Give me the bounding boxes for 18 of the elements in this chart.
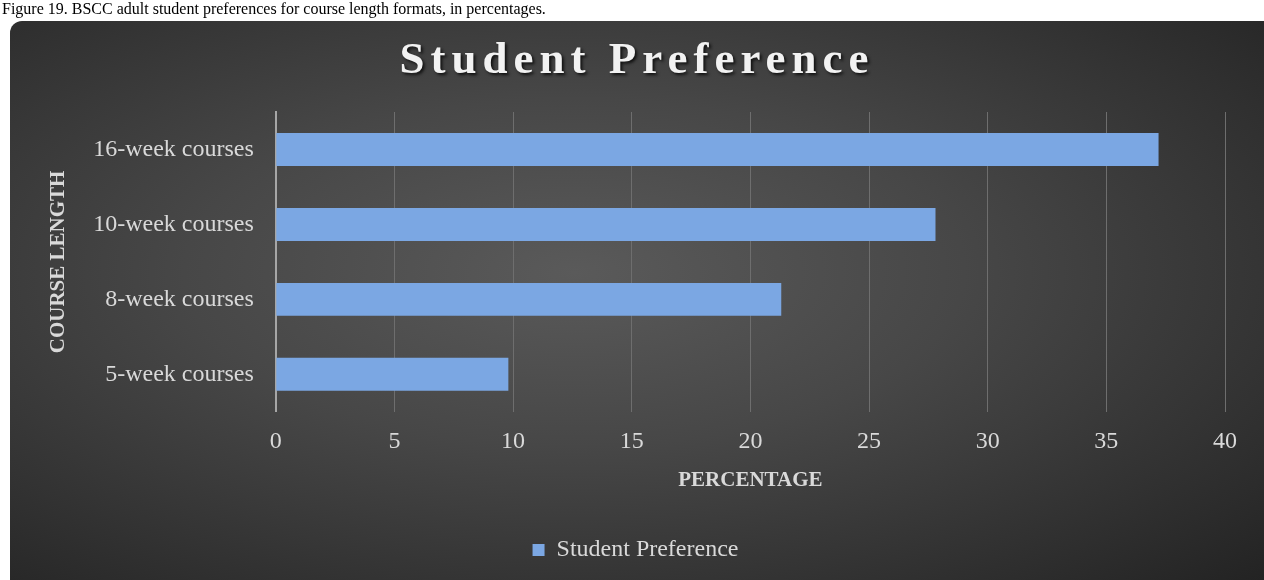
x-tick-label: 40 (1213, 427, 1237, 454)
x-tick-label: 25 (857, 427, 882, 454)
x-tick-label: 35 (1094, 427, 1119, 454)
y-tick-label: 16-week courses (93, 134, 254, 161)
legend-label: Student Preference (556, 535, 739, 562)
x-tick-label: 10 (501, 427, 526, 454)
y-tick-label: 10-week courses (93, 209, 254, 236)
x-tick-label: 5 (388, 427, 401, 454)
chart-title: Student Preference (399, 33, 875, 83)
y-tick-label: 8-week courses (105, 284, 254, 311)
x-tick-label: 0 (269, 427, 282, 454)
y-tick-label: 5-week courses (105, 359, 254, 386)
x-tick-label: 15 (619, 427, 644, 454)
x-tick-label: 20 (738, 427, 763, 454)
y-axis-title: COURSE LENGTH (45, 170, 70, 354)
caption: Figure 19. BSCC adult student preferences for course length formats, in percentages. (2, 0, 546, 20)
x-tick-label: 30 (975, 427, 1000, 454)
x-axis-title: PERCENTAGE (678, 466, 823, 491)
